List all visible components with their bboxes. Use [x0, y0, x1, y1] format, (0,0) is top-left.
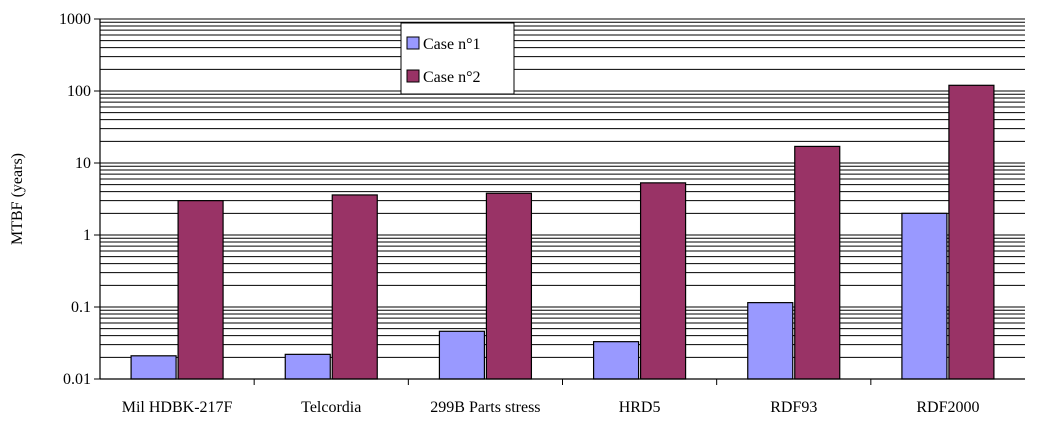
bar-case2 — [331, 194, 378, 380]
axes — [94, 18, 1025, 385]
y-tick-label: 1000 — [59, 11, 91, 28]
bar-case1 — [438, 330, 486, 380]
bar-case1 — [901, 212, 948, 380]
y-tick-label: 0.01 — [63, 371, 91, 388]
legend-swatch-case2 — [406, 69, 420, 83]
y-axis-label: MTBF (years) — [9, 153, 26, 245]
bar-case2 — [177, 200, 224, 380]
y-tick-label: 100 — [67, 83, 91, 100]
legend: Case n°1 Case n°2 — [400, 22, 515, 95]
bar-case2 — [639, 182, 687, 380]
bar-case2 — [948, 84, 995, 380]
y-tick-label: 10 — [75, 155, 91, 172]
x-tick-label: Telcordia — [301, 399, 361, 416]
bar-case1 — [592, 341, 640, 380]
tick-labels: 0.01 0.1 1 10 100 1000 Mil HDBK-217F Telcordia 2… — [59, 11, 979, 416]
x-tick-label: Mil HDBK-217F — [122, 399, 233, 416]
legend-swatch-case1 — [406, 36, 420, 50]
x-tick-label: RDF93 — [770, 399, 817, 416]
gridlines — [100, 18, 1025, 380]
x-tick-label: RDF2000 — [916, 399, 979, 416]
bar-case1 — [747, 302, 794, 380]
bar-case2 — [794, 145, 841, 380]
bar-case2 — [485, 192, 533, 380]
bar-case1 — [130, 355, 177, 380]
x-tick-label: 299B Parts stress — [430, 399, 540, 416]
bars — [130, 84, 995, 380]
bar-case1 — [284, 353, 331, 380]
x-tick-label: HRD5 — [619, 399, 661, 416]
y-tick-label: 0.1 — [71, 299, 91, 316]
legend-box — [400, 22, 515, 95]
legend-label: Case n°2 — [423, 69, 481, 86]
y-tick-label: 1 — [83, 227, 91, 244]
legend-label: Case n°1 — [423, 36, 481, 53]
